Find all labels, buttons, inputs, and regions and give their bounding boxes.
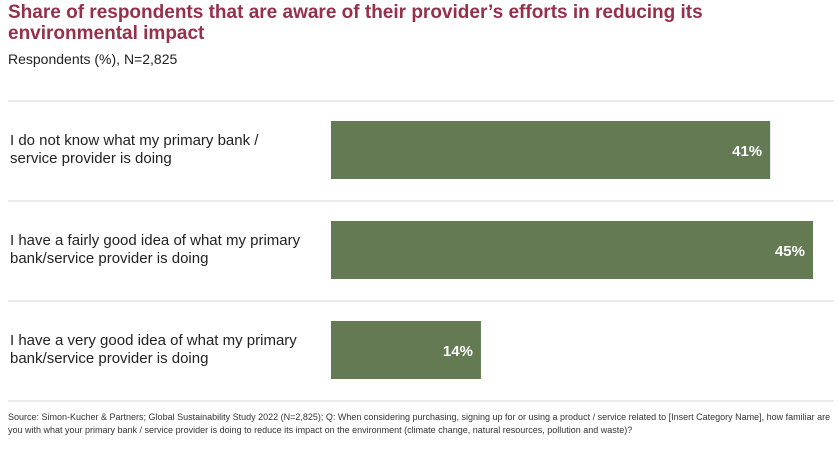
category-label: I have a fairly good idea of what my pri… — [10, 232, 301, 249]
value-label: 14% — [443, 343, 473, 360]
chart-title: Share of respondents that are aware of t… — [8, 2, 703, 44]
bar — [331, 321, 481, 379]
category-label: service provider is doing — [10, 150, 172, 167]
category-label: bank/service provider is doing — [10, 250, 208, 267]
source-note: Source: Simon-Kucher & Partners; Global … — [8, 412, 831, 435]
category-label: bank/service provider is doing — [10, 350, 208, 367]
bar — [331, 121, 771, 179]
value-label: 45% — [775, 243, 805, 260]
bar — [331, 221, 813, 279]
category-label: I do not know what my primary bank / — [10, 132, 259, 149]
bar-chart: I do not know what my primary bank /serv… — [8, 100, 834, 402]
category-label: I have a very good idea of what my prima… — [10, 332, 297, 349]
value-label: 41% — [732, 143, 762, 160]
chart-subtitle: Respondents (%), N=2,825 — [8, 51, 178, 67]
